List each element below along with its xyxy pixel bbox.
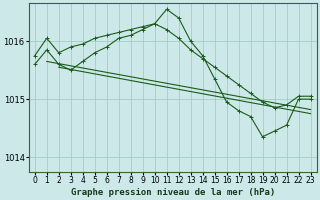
X-axis label: Graphe pression niveau de la mer (hPa): Graphe pression niveau de la mer (hPa) [70, 188, 275, 197]
